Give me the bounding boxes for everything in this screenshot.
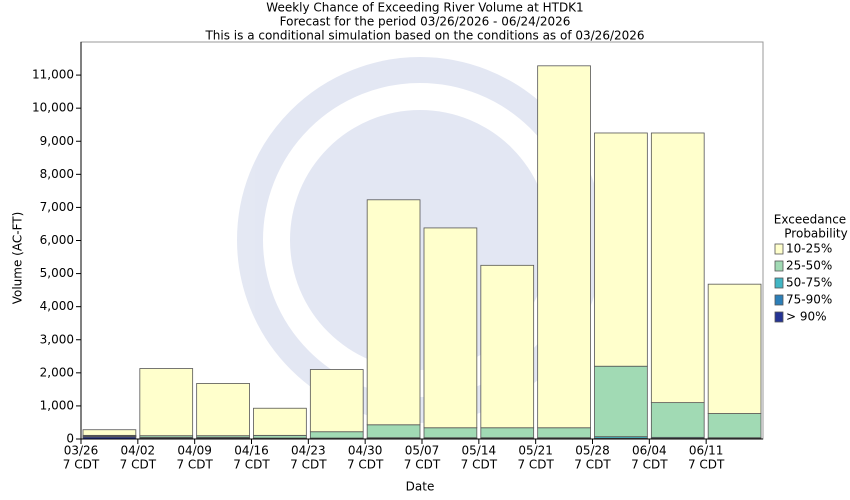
chart-subtitle: Forecast for the period 03/26/2026 - 06/…: [280, 15, 571, 29]
bar-segment: [196, 383, 250, 437]
x-tick-label: 05/28: [575, 444, 610, 458]
chart-title: Weekly Chance of Exceeding River Volume …: [266, 1, 583, 15]
legend-title: Probability: [784, 227, 847, 241]
y-tick-label: 3,000: [40, 332, 74, 346]
x-tick-label: 04/09: [177, 444, 212, 458]
legend-swatch: [774, 243, 784, 255]
legend-swatch: [774, 294, 784, 306]
y-tick-label: 8,000: [40, 167, 74, 181]
bar-segment: [650, 402, 705, 438]
x-tick-label: 05/07: [405, 444, 440, 458]
x-tick-sublabel: 7 CDT: [290, 458, 327, 472]
bar-segment: [309, 431, 364, 439]
y-tick-label: 1,000: [40, 398, 74, 412]
x-tick-sublabel: 7 CDT: [574, 458, 611, 472]
bar-segment: [309, 369, 364, 433]
bar-segment: [82, 429, 137, 436]
y-tick-label: 4,000: [40, 299, 74, 313]
bar-segment: [423, 427, 478, 439]
legend-label: > 90%: [786, 310, 827, 324]
chart-subtitle: This is a conditional simulation based o…: [204, 29, 644, 43]
bar-segment: [594, 365, 648, 438]
x-tick-sublabel: 7 CDT: [631, 458, 668, 472]
x-tick-sublabel: 7 CDT: [63, 458, 100, 472]
bar-segment: [537, 427, 591, 439]
x-tick-label: 05/14: [462, 444, 497, 458]
bar-segment: [480, 264, 535, 429]
x-tick-label: 04/23: [291, 444, 326, 458]
x-tick-label: 06/11: [689, 444, 724, 458]
y-tick-label: 2,000: [40, 365, 74, 379]
legend-label: 25-50%: [786, 259, 832, 273]
legend-label: 10-25%: [786, 242, 832, 256]
y-tick-label: 5,000: [40, 266, 74, 280]
x-tick-sublabel: 7 CDT: [517, 458, 554, 472]
x-tick-sublabel: 7 CDT: [120, 458, 157, 472]
y-tick-label: 7,000: [40, 200, 74, 214]
legend-swatch: [774, 311, 784, 323]
x-tick-label: 04/16: [234, 444, 269, 458]
legend-swatch: [774, 277, 784, 289]
bar-segment: [707, 413, 762, 439]
y-axis-label: Volume (AC-FT): [11, 212, 25, 305]
x-tick-label: 05/21: [518, 444, 553, 458]
bar-segment: [423, 227, 478, 429]
x-tick-sublabel: 7 CDT: [404, 458, 441, 472]
legend-label: 75-90%: [786, 293, 832, 307]
bar-segment: [594, 132, 648, 367]
x-tick-sublabel: 7 CDT: [461, 458, 498, 472]
x-tick-sublabel: 7 CDT: [176, 458, 213, 472]
x-tick-sublabel: 7 CDT: [688, 458, 725, 472]
x-axis-label: Date: [406, 480, 435, 494]
legend-swatch: [774, 260, 784, 272]
bar-segment: [139, 368, 194, 437]
x-tick-label: 03/26: [64, 444, 99, 458]
x-tick-label: 04/30: [348, 444, 383, 458]
bar-segment: [366, 424, 421, 439]
y-tick-label: 0: [66, 432, 74, 446]
bar-segment: [650, 132, 705, 404]
legend-title: Exceedance: [774, 213, 846, 227]
y-tick-label: 6,000: [40, 233, 74, 247]
bar-segment: [366, 199, 421, 426]
bar-segment: [537, 65, 591, 429]
y-tick-label: 9,000: [40, 134, 74, 148]
bar-segment: [253, 407, 307, 436]
bar-segment: [707, 283, 762, 414]
x-tick-label: 04/02: [121, 444, 156, 458]
x-tick-label: 06/04: [632, 444, 667, 458]
bar-segment: [480, 427, 535, 439]
y-tick-label: 11,000: [32, 68, 74, 82]
legend-label: 50-75%: [786, 276, 832, 290]
x-tick-sublabel: 7 CDT: [347, 458, 384, 472]
y-tick-label: 10,000: [32, 101, 74, 115]
x-tick-sublabel: 7 CDT: [233, 458, 270, 472]
